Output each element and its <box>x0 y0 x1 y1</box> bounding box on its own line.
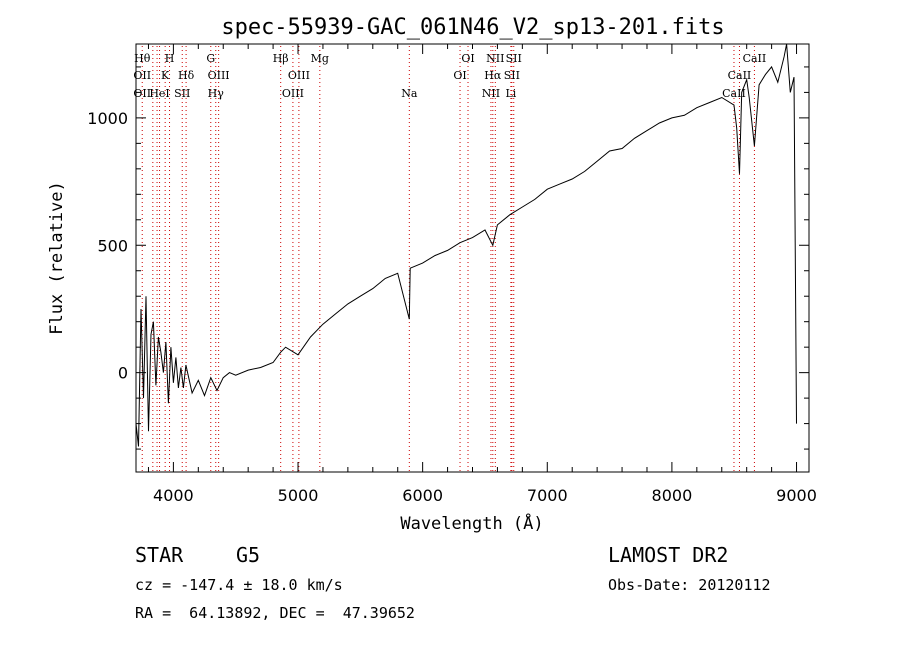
line-label: NII <box>482 87 500 100</box>
x-tick-label: 4000 <box>153 486 194 505</box>
object-class: STAR <box>135 543 184 567</box>
line-label: CaII <box>743 52 767 65</box>
line-label: CaII <box>728 69 752 82</box>
chart-title: spec-55939-GAC_061N46_V2_sp13-201.fits <box>221 15 724 40</box>
line-label: NII <box>486 52 504 65</box>
x-tick-label: 9000 <box>776 486 817 505</box>
line-label: K <box>161 69 170 82</box>
line-label: Hγ <box>208 87 225 100</box>
line-label: Na <box>401 87 418 100</box>
line-label: Hβ <box>273 52 289 65</box>
line-label: SII <box>506 52 522 65</box>
line-label: OIII <box>288 69 310 82</box>
line-label: OIII <box>282 87 304 100</box>
y-tick-label: 0 <box>118 364 128 383</box>
x-tick-label: 6000 <box>402 486 443 505</box>
obs-date: Obs-Date: 20120112 <box>608 576 771 594</box>
line-label: Li <box>505 87 516 100</box>
line-labels: HθOIIOIIHeIKHSIIHδGHγOIIIHβOIIIOIIIMgNaO… <box>133 52 766 100</box>
x-tick-label: 7000 <box>527 486 568 505</box>
line-label: OII <box>133 87 151 100</box>
y-tick-label: 1000 <box>87 109 128 128</box>
coordinates: RA = 64.13892, DEC = 47.39652 <box>135 604 415 622</box>
x-axis-label: Wavelength (Å) <box>400 512 543 534</box>
redshift-text: cz = -147.4 ± 18.0 km/s <box>135 576 343 594</box>
line-label: SII <box>504 69 520 82</box>
line-label: SII <box>174 87 190 100</box>
subclass: G5 <box>236 543 261 567</box>
y-axis-label: Flux (relative) <box>47 181 67 335</box>
line-label: Hδ <box>178 69 195 82</box>
line-label: CaII <box>722 87 746 100</box>
line-label: Hθ <box>134 52 151 65</box>
line-label: OI <box>461 52 474 65</box>
line-label: OIII <box>208 69 230 82</box>
x-tick-label: 8000 <box>652 486 693 505</box>
y-tick-label: 500 <box>97 236 128 255</box>
axis-ticks: 4000 5000 6000 7000 8000 9000 0 500 1000 <box>87 44 817 505</box>
line-label: HeI <box>149 87 169 100</box>
line-label: Hα <box>484 69 502 82</box>
line-label: Mg <box>311 52 329 65</box>
plot-frame <box>135 43 810 473</box>
x-tick-label: 5000 <box>278 486 319 505</box>
line-label: OII <box>133 69 151 82</box>
spectrum-line <box>135 43 797 447</box>
line-label: OI <box>453 69 466 82</box>
line-label: H <box>165 52 175 65</box>
emission-lines <box>141 46 755 472</box>
line-label: G <box>206 52 215 65</box>
survey-name: LAMOST DR2 <box>608 543 729 567</box>
